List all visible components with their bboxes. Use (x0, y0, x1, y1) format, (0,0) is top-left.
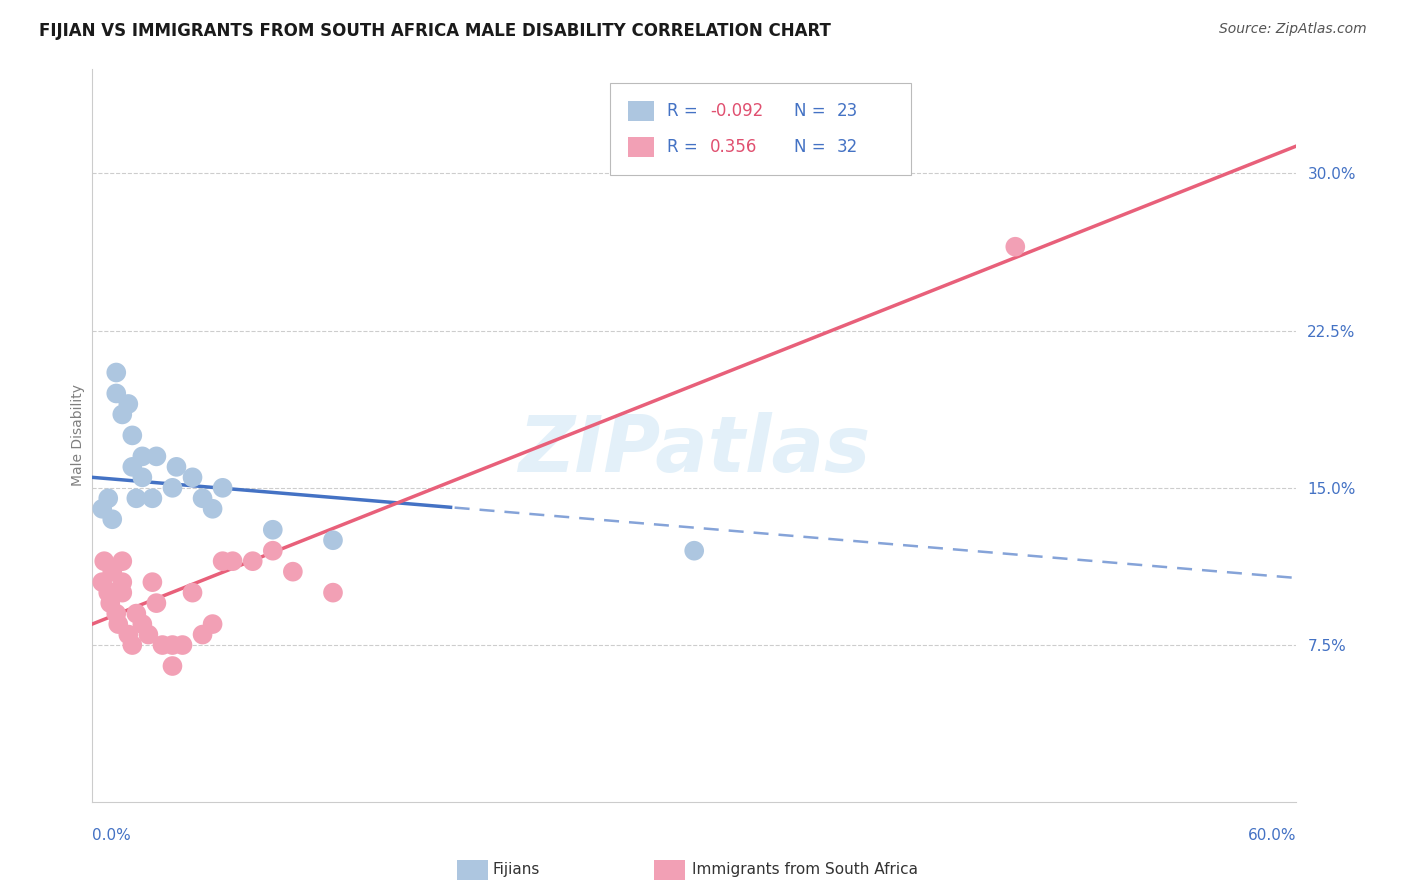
Text: R =: R = (666, 102, 703, 120)
Point (181, 470, 204, 484)
Point (191, 627, 214, 641)
Point (201, 501, 224, 516)
Point (111, 554, 134, 568)
Text: 0.356: 0.356 (710, 138, 758, 156)
Point (117, 627, 139, 641)
Text: Immigrants from South Africa: Immigrants from South Africa (692, 863, 918, 877)
Text: Fijians: Fijians (492, 863, 540, 877)
Point (131, 470, 153, 484)
Point (683, 543, 706, 558)
Point (91, 501, 114, 516)
Point (121, 459, 143, 474)
Point (191, 491, 214, 506)
Point (281, 565, 304, 579)
Point (145, 450, 167, 464)
Point (262, 543, 284, 558)
Point (152, 638, 174, 652)
Point (162, 481, 184, 495)
Point (1004, 240, 1026, 254)
Text: ZIPatlas: ZIPatlas (517, 412, 870, 488)
Point (97, 585, 120, 599)
Text: Source: ZipAtlas.com: Source: ZipAtlas.com (1219, 22, 1367, 37)
Point (138, 627, 160, 641)
Point (322, 533, 344, 548)
Point (93, 554, 115, 568)
Point (107, 617, 129, 632)
Point (162, 638, 184, 652)
Point (111, 408, 134, 422)
Point (105, 366, 128, 380)
Point (98, 596, 121, 610)
Point (211, 481, 233, 495)
Text: 60.0%: 60.0% (1247, 828, 1296, 843)
Text: N =: N = (794, 102, 831, 120)
Point (221, 554, 243, 568)
Point (172, 638, 194, 652)
Text: R =: R = (666, 138, 703, 156)
Point (131, 450, 153, 464)
Point (131, 617, 153, 632)
Point (111, 575, 134, 590)
Text: -0.092: -0.092 (710, 102, 763, 120)
Point (322, 585, 344, 599)
Point (262, 523, 284, 537)
Point (162, 659, 184, 673)
Point (121, 638, 143, 652)
FancyBboxPatch shape (628, 136, 654, 157)
Text: 0.0%: 0.0% (93, 828, 131, 843)
Point (117, 397, 139, 411)
Point (141, 575, 163, 590)
Point (91, 575, 114, 590)
Text: FIJIAN VS IMMIGRANTS FROM SOUTH AFRICA MALE DISABILITY CORRELATION CHART: FIJIAN VS IMMIGRANTS FROM SOUTH AFRICA M… (39, 22, 831, 40)
Text: 23: 23 (837, 102, 858, 120)
Point (101, 512, 124, 526)
FancyBboxPatch shape (628, 101, 654, 121)
Point (125, 491, 148, 506)
Point (105, 386, 128, 401)
Point (121, 428, 143, 442)
Point (97, 491, 120, 506)
Point (242, 554, 264, 568)
Point (101, 585, 124, 599)
Point (181, 585, 204, 599)
FancyBboxPatch shape (610, 83, 911, 175)
Point (141, 491, 163, 506)
Point (125, 607, 148, 621)
Y-axis label: Male Disability: Male Disability (72, 384, 86, 486)
Point (145, 596, 167, 610)
Point (101, 565, 124, 579)
Point (211, 554, 233, 568)
Text: N =: N = (794, 138, 831, 156)
Text: 32: 32 (837, 138, 858, 156)
Point (201, 617, 224, 632)
Point (166, 459, 188, 474)
Point (111, 585, 134, 599)
Point (105, 607, 128, 621)
